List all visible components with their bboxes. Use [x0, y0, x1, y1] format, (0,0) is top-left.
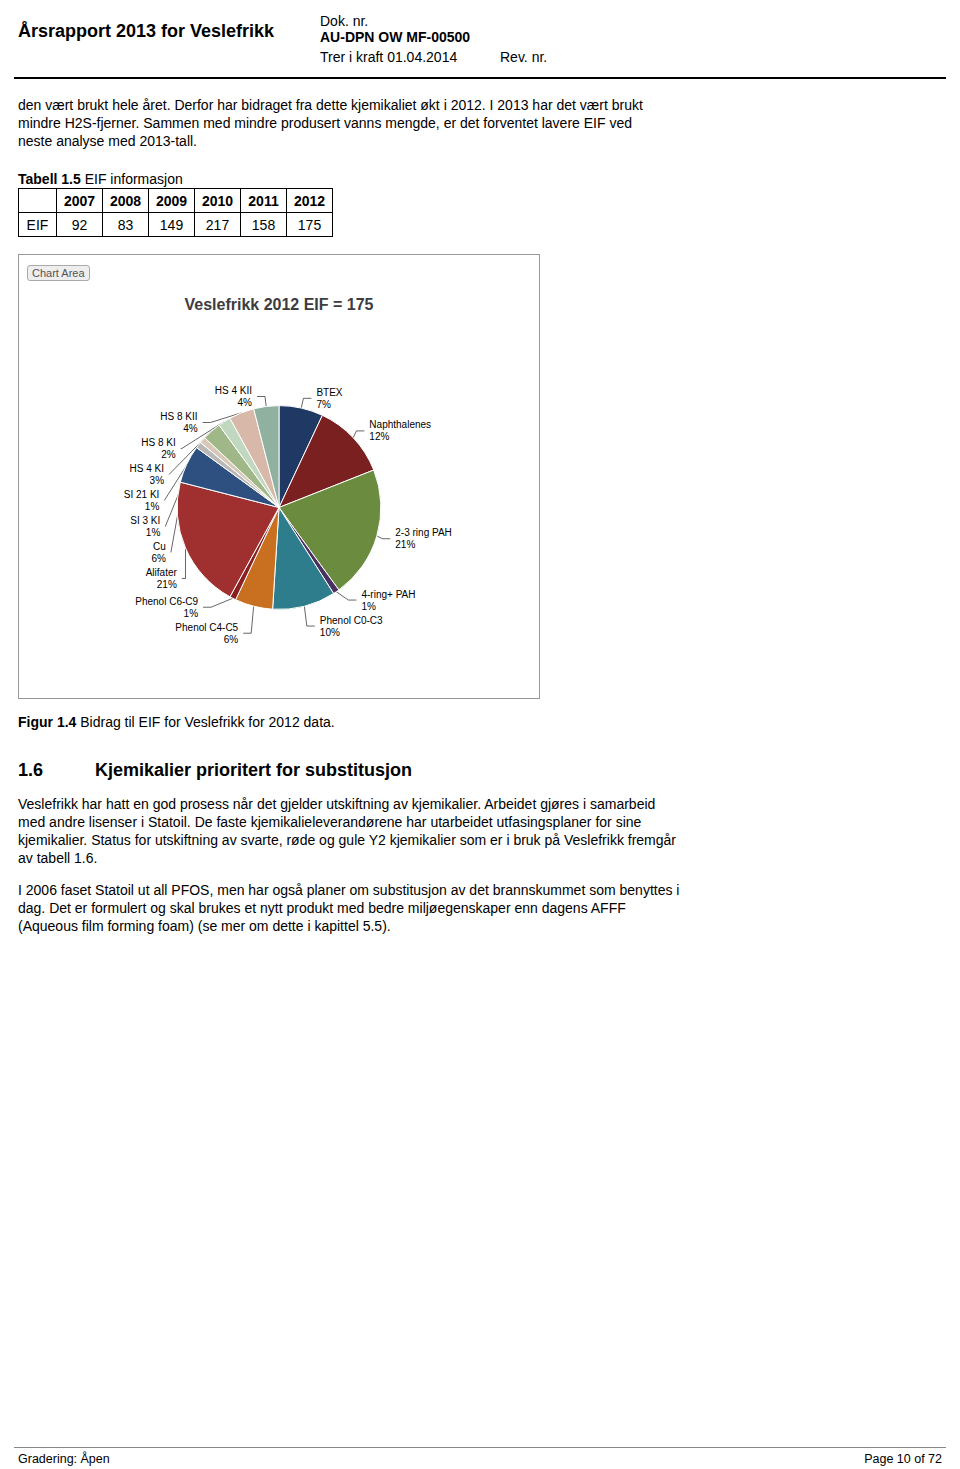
html-text:AU-DPN OW MF-00500: AU-DPN OW MF-00500 [320, 29, 471, 45]
html-text:149: 149 [159, 216, 184, 233]
html-text:mindre H2S-fjerner. Sammen med: mindre H2S-fjerner. Sammen med mindre pr… [18, 115, 632, 131]
svg-text:BTEX: BTEX [316, 387, 342, 398]
svg-text:1%: 1% [145, 501, 160, 512]
svg-text:1%: 1% [146, 527, 161, 538]
html-text:Gradering: Åpen: Gradering: Åpen [18, 1452, 110, 1466]
html-text:EIF: EIF [26, 216, 49, 233]
html-text:2007: 2007 [63, 192, 96, 209]
html-text:Rev. nr.: Rev. nr. [500, 49, 548, 65]
svg-text:1%: 1% [184, 608, 199, 619]
svg-text:2-3 ring PAH: 2-3 ring PAH [395, 527, 452, 538]
svg-text:12%: 12% [369, 431, 389, 442]
svg-text:Phenol C0-C3: Phenol C0-C3 [320, 615, 383, 626]
html-text:92: 92 [71, 216, 88, 233]
html-text:(Aqueous film forming foam) (s: (Aqueous film forming foam) (se mer om d… [18, 918, 391, 934]
html-text:83: 83 [117, 216, 134, 233]
html-text:Chart Area: Chart Area [32, 267, 85, 279]
svg-text:10%: 10% [320, 627, 340, 638]
svg-text:3%: 3% [150, 475, 165, 486]
svg-text:Alifater: Alifater [146, 567, 178, 578]
svg-text:4-ring+ PAH: 4-ring+ PAH [361, 589, 415, 600]
html-text:175: 175 [297, 216, 322, 233]
svg-text:6%: 6% [151, 553, 166, 564]
svg-text:21%: 21% [395, 539, 415, 550]
html-text:2012: 2012 [293, 192, 326, 209]
svg-text:Naphthalenes: Naphthalenes [369, 419, 431, 430]
svg-text:4%: 4% [183, 423, 198, 434]
svg-text:Veslefrikk 2012 EIF = 175: Veslefrikk 2012 EIF = 175 [184, 296, 373, 313]
svg-text:Cu: Cu [153, 541, 166, 552]
html-text:2011: 2011 [248, 192, 279, 209]
svg-text:SI 21 KI: SI 21 KI [124, 489, 160, 500]
html-text:Trer i kraft 01.04.2014: Trer i kraft 01.04.2014 [320, 49, 458, 65]
html-text:Dok. nr.: Dok. nr. [320, 13, 369, 29]
svg-text:21%: 21% [157, 579, 177, 590]
html-text:neste analyse med 2013-tall.: neste analyse med 2013-tall. [18, 133, 197, 149]
html-text:Kjemikalier prioritert for sub: Kjemikalier prioritert for substitusjon [95, 760, 413, 780]
html-text:Veslefrikk har hatt en god pro: Veslefrikk har hatt en god prosess når d… [18, 796, 656, 812]
html-text:1.6: 1.6 [18, 760, 43, 780]
svg-text:2%: 2% [161, 449, 176, 460]
html-text:dag. Det er formulert og skal: dag. Det er formulert og skal brukes et … [18, 900, 626, 916]
html-text:Tabell 1.5 EIF informasjon: Tabell 1.5 EIF informasjon [18, 171, 183, 187]
html-text:av tabell 1.6.: av tabell 1.6. [18, 850, 98, 866]
svg-text:HS 8 KI: HS 8 KI [141, 437, 175, 448]
svg-text:7%: 7% [316, 399, 331, 410]
svg-text:4%: 4% [238, 397, 253, 408]
html-text:Årsrapport 2013 for Veslefrikk: Årsrapport 2013 for Veslefrikk [18, 21, 275, 41]
html-text:217: 217 [205, 216, 230, 233]
html-text:den vært brukt hele året. Derf: den vært brukt hele året. Derfor har bid… [18, 97, 643, 113]
svg-text:SI 3 KI: SI 3 KI [130, 515, 160, 526]
html-text:2010: 2010 [201, 192, 234, 209]
html-text:med andre lisenser i Statoil.: med andre lisenser i Statoil. De faste k… [18, 814, 642, 830]
html-text:158: 158 [251, 216, 276, 233]
svg-text:6%: 6% [224, 634, 239, 645]
html-text:kjemikalier. Status for utskif: kjemikalier. Status for utskiftning av s… [18, 832, 676, 848]
svg-text:HS 4 KII: HS 4 KII [215, 385, 252, 396]
html-text:2009: 2009 [155, 192, 188, 209]
svg-text:HS 4 KI: HS 4 KI [130, 463, 164, 474]
svg-text:1%: 1% [361, 601, 376, 612]
html-text:2008: 2008 [109, 192, 142, 209]
html-text:I 2006 faset Statoil ut all PF: I 2006 faset Statoil ut all PFOS, men ha… [18, 882, 680, 898]
svg-text:Phenol C4-C5: Phenol C4-C5 [175, 622, 238, 633]
svg-text:HS 8 KII: HS 8 KII [160, 411, 197, 422]
html-text:Page 10 of 72: Page 10 of 72 [864, 1452, 942, 1466]
html-text:Figur 1.4 Bidrag til EIF for V: Figur 1.4 Bidrag til EIF for Veslefrikk … [18, 714, 335, 730]
svg-text:Phenol C6-C9: Phenol C6-C9 [135, 596, 198, 607]
